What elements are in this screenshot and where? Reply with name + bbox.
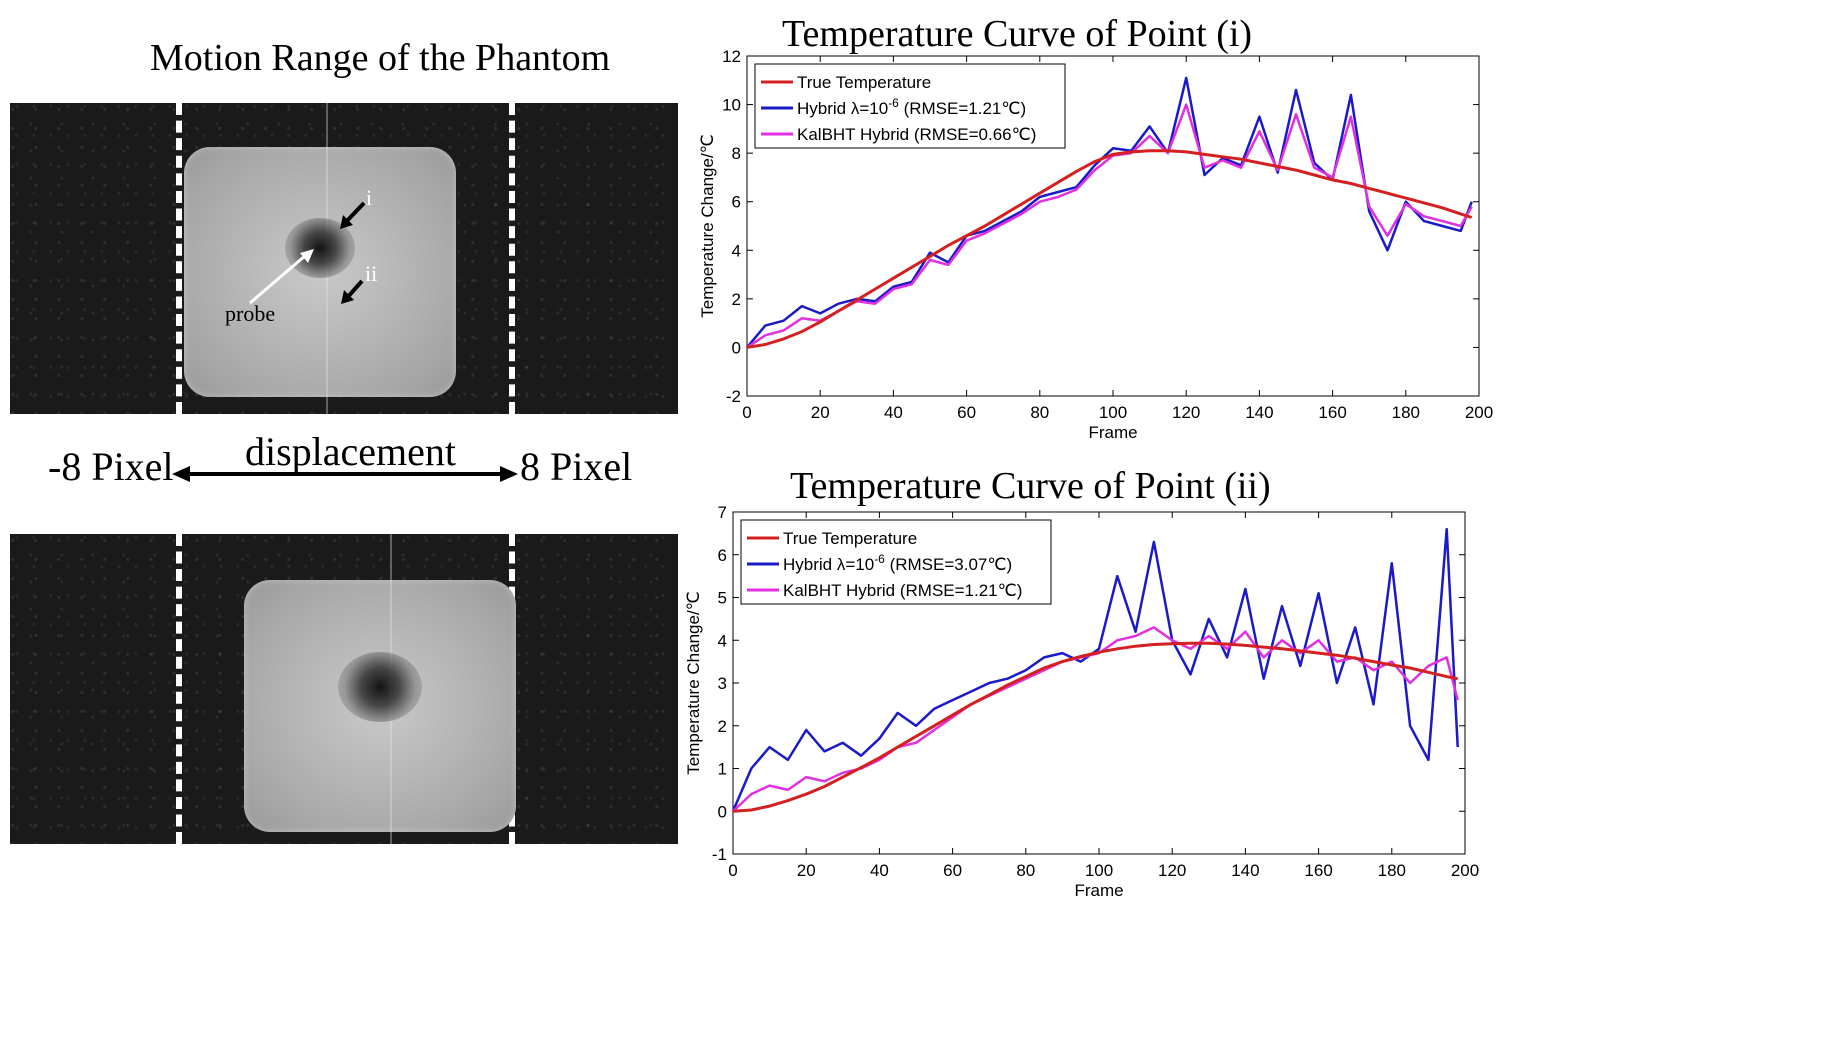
x-tick-label: 140 xyxy=(1231,861,1259,880)
x-tick-label: 200 xyxy=(1451,861,1479,880)
left-boundary-dash xyxy=(176,534,182,844)
y-axis-label: Temperature Change/℃ xyxy=(684,591,703,775)
y-tick-label: -1 xyxy=(712,845,727,864)
x-tick-label: 40 xyxy=(884,403,903,422)
phantom-image-bottom xyxy=(10,534,678,844)
x-tick-label: 160 xyxy=(1318,403,1346,422)
x-tick-label: 60 xyxy=(957,403,976,422)
y-tick-label: 5 xyxy=(718,589,727,608)
x-tick-label: 160 xyxy=(1304,861,1332,880)
x-tick-label: 20 xyxy=(797,861,816,880)
arrow-i xyxy=(343,201,366,225)
x-axis-label: Frame xyxy=(1074,881,1123,900)
phantom-image-top: i ii probe xyxy=(10,103,678,414)
x-tick-label: 100 xyxy=(1085,861,1113,880)
label-point-i: i xyxy=(366,185,373,210)
legend-entry: Hybrid λ=10-6 (RMSE=3.07℃) xyxy=(783,552,1012,574)
y-tick-label: 7 xyxy=(718,503,727,522)
y-tick-label: 2 xyxy=(732,290,741,309)
y-tick-label: 3 xyxy=(718,674,727,693)
y-tick-label: 0 xyxy=(718,802,727,821)
legend-box xyxy=(754,63,1066,149)
x-tick-label: 40 xyxy=(870,861,889,880)
annotation-overlay xyxy=(249,201,366,305)
x-tick-label: 80 xyxy=(1030,403,1049,422)
y-tick-label: 1 xyxy=(718,760,727,779)
displacement-arrow xyxy=(172,466,518,482)
y-tick-label: 2 xyxy=(718,717,727,736)
x-tick-label: 60 xyxy=(943,861,962,880)
hotspot xyxy=(338,652,422,722)
series-line-1 xyxy=(731,527,1459,812)
left-panel-title: Motion Range of the Phantom xyxy=(150,37,611,79)
x-tick-label: 180 xyxy=(1378,861,1406,880)
legend-entry: True Temperature xyxy=(797,73,931,92)
y-tick-label: 8 xyxy=(732,144,741,163)
y-tick-label: 6 xyxy=(732,193,741,212)
x-tick-label: 200 xyxy=(1465,403,1493,422)
chart-2-title: Temperature Curve of Point (ii) xyxy=(790,465,1271,507)
left-boundary-dash xyxy=(176,103,182,414)
x-tick-label: 80 xyxy=(1016,861,1035,880)
y-axis-label: Temperature Change/℃ xyxy=(698,134,717,318)
label-min-shift: -8 Pixel xyxy=(48,444,174,489)
y-tick-label: 10 xyxy=(722,96,741,115)
label-probe: probe xyxy=(225,301,276,326)
chart-point-i: 0 20 40 60 80 100 120 140 160 180 200-2024681012Fr… xyxy=(698,47,1493,442)
arrow-probe-head xyxy=(300,249,314,263)
x-tick-label: 20 xyxy=(811,403,830,422)
right-boundary-dash xyxy=(509,103,515,414)
x-axis-label: Frame xyxy=(1088,423,1137,442)
y-tick-label: 12 xyxy=(722,47,741,66)
label-displacement: displacement xyxy=(245,429,457,474)
legend-entry: Hybrid λ=10-6 (RMSE=1.21℃) xyxy=(797,96,1026,118)
displacement-arrow-right xyxy=(500,466,518,482)
legend-entry: True Temperature xyxy=(783,529,917,548)
series-line-0 xyxy=(746,149,1473,349)
arrow-probe xyxy=(249,253,307,305)
arrow-ii-head xyxy=(341,290,354,304)
chart-1-title: Temperature Curve of Point (i) xyxy=(782,13,1253,55)
label-point-ii: ii xyxy=(365,261,378,286)
x-tick-label: 100 xyxy=(1099,403,1127,422)
arrow-i-head xyxy=(340,215,353,229)
x-tick-label: 0 xyxy=(728,861,737,880)
y-tick-label: 6 xyxy=(718,546,727,565)
x-tick-label: 180 xyxy=(1392,403,1420,422)
x-tick-label: 120 xyxy=(1158,861,1186,880)
legend-entry: KalBHT Hybrid (RMSE=0.66℃) xyxy=(797,125,1036,144)
x-tick-label: 120 xyxy=(1172,403,1200,422)
y-tick-label: 4 xyxy=(718,631,727,650)
series-line-1 xyxy=(746,76,1473,349)
series-line-0 xyxy=(732,641,1458,813)
hotspot xyxy=(285,218,355,278)
y-tick-label: 0 xyxy=(732,338,741,357)
displacement-arrow-left xyxy=(172,466,190,482)
legend-box xyxy=(740,519,1052,605)
legend-entry: KalBHT Hybrid (RMSE=1.21℃) xyxy=(783,581,1022,600)
x-tick-label: 140 xyxy=(1245,403,1273,422)
label-max-shift: 8 Pixel xyxy=(520,444,633,489)
x-tick-label: 0 xyxy=(742,403,751,422)
chart-point-ii: 0 20 40 60 80 100 120 140 160 180 200-101234567Fra… xyxy=(684,503,1479,900)
y-tick-label: -2 xyxy=(726,387,741,406)
y-tick-label: 4 xyxy=(732,241,741,260)
